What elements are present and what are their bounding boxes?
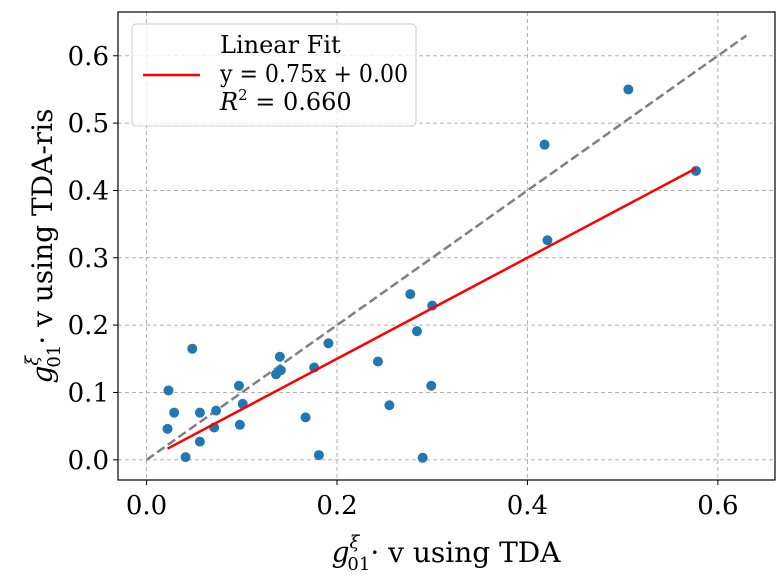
y-tick-label: 0.4 — [68, 176, 109, 206]
data-point — [234, 419, 245, 430]
data-point — [163, 385, 174, 396]
data-point — [194, 436, 205, 447]
x-ticks: 0.0 0.2 0.4 0.6 — [126, 480, 739, 521]
data-point — [411, 326, 422, 337]
data-point — [274, 351, 285, 362]
data-point — [313, 450, 324, 461]
x-axis-label: gξ 01· v using TDA — [332, 532, 562, 575]
y-tick-label: 0.1 — [68, 378, 109, 408]
data-point — [417, 452, 428, 463]
data-point — [323, 338, 334, 349]
data-point — [372, 356, 383, 367]
y-tick-label: 0.0 — [68, 446, 109, 476]
data-point — [194, 407, 205, 418]
data-point — [275, 365, 286, 376]
data-point — [233, 380, 244, 391]
data-point — [300, 412, 311, 423]
x-tick-label: 0.2 — [316, 491, 357, 521]
y-tick-label: 0.5 — [68, 109, 109, 139]
data-point — [384, 400, 395, 411]
x-tick-label: 0.6 — [697, 491, 738, 521]
legend-box — [131, 23, 417, 127]
fit-line — [166, 167, 697, 450]
data-point — [542, 235, 553, 246]
data-point — [405, 289, 416, 300]
data-point — [180, 452, 191, 463]
data-point — [426, 380, 437, 391]
y-ticks: 0.0 0.1 0.2 0.3 0.4 0.5 0.6 — [68, 42, 118, 476]
y-tick-label: 0.2 — [68, 311, 109, 341]
x-tick-label: 0.0 — [126, 491, 167, 521]
legend-r2: R2 = 0.660 — [219, 86, 352, 116]
data-point — [169, 407, 180, 418]
plot-frame — [117, 11, 776, 481]
data-point — [187, 343, 198, 354]
y-tick-label: 0.6 — [68, 42, 109, 72]
identity-line — [145, 34, 748, 461]
data-point — [162, 423, 173, 434]
data-point — [539, 139, 550, 150]
grid — [118, 12, 775, 480]
data-point — [211, 405, 222, 416]
legend: Linear Fit y = 0.75x + 0.00 R2 = 0.660 — [131, 23, 417, 127]
data-point — [623, 84, 634, 95]
y-axis-label: gξ01· v using TDA-ris — [22, 108, 65, 383]
legend-equation: y = 0.75x + 0.00 — [219, 60, 408, 88]
x-tick-label: 0.4 — [507, 491, 548, 521]
y-tick-label: 0.3 — [68, 244, 109, 274]
legend-title: Linear Fit — [220, 31, 341, 59]
data-points — [162, 84, 701, 463]
